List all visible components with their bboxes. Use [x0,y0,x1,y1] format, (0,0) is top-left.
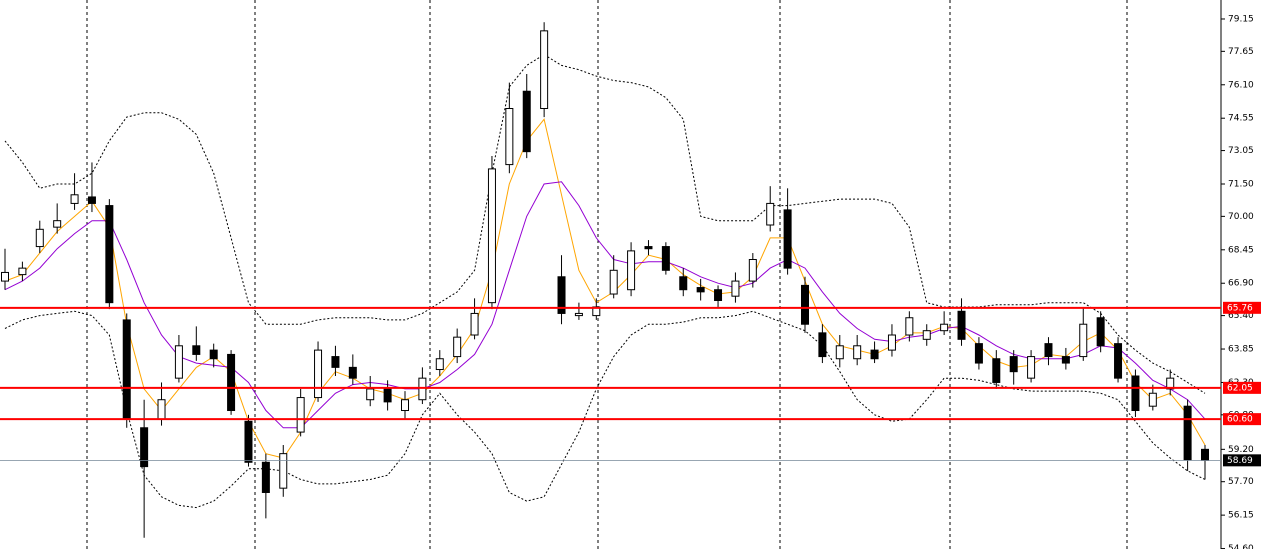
candle-body [87,196,96,204]
candle-body [227,353,236,412]
y-tick-label: 70.00 [1228,212,1254,222]
candle-body [522,90,531,153]
candle-body [192,345,201,355]
candle-body [296,397,305,433]
moving-average [4,181,1206,429]
candle-body [105,205,114,304]
candle-body [53,220,62,228]
candle-body [1009,356,1018,373]
candle-body [905,317,914,336]
candle-body [818,332,827,358]
moving-average [4,118,1206,459]
y-tick-label: 56.15 [1228,511,1254,521]
candle-body [748,259,757,282]
candle-body [18,267,27,276]
candle-body [644,246,653,250]
candle-body [679,276,688,291]
candle-body [696,287,705,293]
candle-body [314,349,323,399]
y-tick-label: 59.20 [1228,445,1254,455]
y-tick-label: 68.45 [1228,245,1254,255]
candle-body [801,284,809,325]
candles [1,22,1209,538]
candle-body [1166,377,1175,390]
bollinger-band [4,54,1206,394]
candle-body [1,271,9,282]
candle-body [348,366,357,379]
candle-body [609,269,618,295]
level-label: 65.76 [1227,303,1253,313]
y-tick-label: 79.15 [1228,14,1254,24]
candle-body [1079,323,1088,358]
candle-body [209,349,218,360]
candle-body [70,194,79,204]
candle-body [435,358,444,371]
candle-body [1027,356,1036,379]
candle-body [1201,448,1209,461]
candle-body [122,319,131,420]
session-separators [86,0,1128,549]
bollinger-band [4,310,1206,509]
candle-body [174,345,183,379]
candle-body [140,427,149,468]
candle-body [992,358,1001,383]
candle-body [1183,405,1192,461]
candle-body [957,310,966,340]
candle-body [261,461,270,493]
y-tick-label: 63.85 [1228,345,1254,355]
level-tag [1223,413,1261,426]
candle-body [540,30,549,110]
candle-body [783,209,792,269]
y-tick-label: 57.70 [1228,477,1254,487]
candle-body [366,388,375,401]
y-tick-label: 77.65 [1228,47,1254,57]
candle-body [487,168,496,304]
candle-body [470,312,479,336]
candle-body [401,399,409,412]
candle-body [453,336,462,358]
candle-body [157,399,166,420]
candle-body [922,330,931,340]
y-tick-label: 65.40 [1228,311,1254,321]
candle-body [940,323,949,332]
candle-body [887,334,896,351]
candle-body [853,345,862,360]
y-tick-label: 71.50 [1228,180,1254,190]
level-tag [1223,301,1261,314]
candle-body [505,108,514,166]
candle-body [1131,375,1140,412]
y-tick-label: 54.60 [1228,544,1254,549]
candle-body [661,246,670,271]
candle-body [279,453,288,489]
candle-body [1044,343,1053,358]
level-label: 60.60 [1227,415,1253,425]
candle-body [974,343,983,364]
current-price-tag [1223,454,1261,467]
candle-body [244,420,253,463]
level-label: 62.05 [1227,383,1253,393]
candle-body [766,202,775,226]
level-tag [1223,381,1261,394]
candle-body [731,280,740,297]
candle-body [714,289,723,301]
y-tick-label: 73.05 [1228,146,1254,156]
candle-body [627,250,636,291]
candle-body [1114,343,1123,379]
candle-body [870,349,879,360]
candle-body [331,356,340,368]
y-tick-label: 74.55 [1228,114,1254,124]
candle-body [1096,317,1105,347]
candle-body [574,312,583,317]
candle-body [557,276,566,314]
candle-body [1061,356,1070,364]
candle-body [835,345,844,360]
candle-body [418,377,427,401]
y-tick-label: 66.90 [1228,279,1254,289]
y-tick-label: 76.10 [1228,80,1254,90]
candle-body [383,388,392,403]
current-price-label: 58.69 [1227,456,1253,466]
candle-body [35,228,44,248]
candle-body [1148,392,1157,407]
